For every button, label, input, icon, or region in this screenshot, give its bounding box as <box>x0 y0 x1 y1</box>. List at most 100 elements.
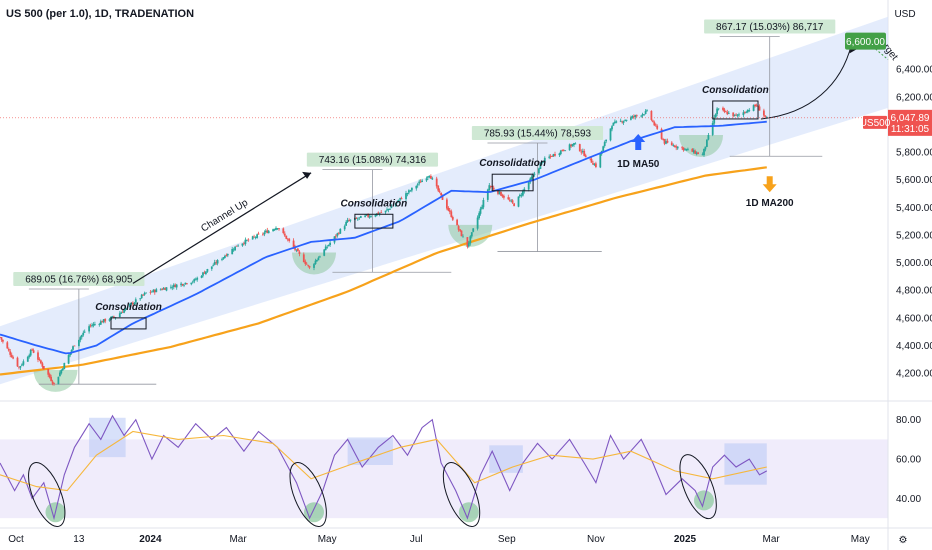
candle-body <box>387 208 390 210</box>
price-tick: 6,200.00 <box>896 92 932 103</box>
channel-arrow-line <box>132 172 312 284</box>
candle-body <box>79 337 82 341</box>
candle-body <box>703 148 705 156</box>
candle-body <box>748 110 751 111</box>
candle-body <box>19 366 22 368</box>
time-tick: Mar <box>763 534 781 545</box>
candle-body <box>425 178 428 181</box>
candle-body <box>257 233 260 235</box>
candle-body <box>205 271 207 274</box>
candle-body <box>358 217 361 219</box>
measurement-lines: 689.05 (16.76%) 68,905 743.16 (15.08%) 74… <box>13 19 836 385</box>
candle-body <box>184 282 187 284</box>
candle-body <box>573 143 575 145</box>
candle-body <box>7 348 10 351</box>
candle-body <box>711 123 714 135</box>
candle-body <box>159 289 162 291</box>
candle-body <box>377 212 380 215</box>
candle-body <box>416 184 419 186</box>
candle-body <box>440 192 442 196</box>
candle-body <box>194 279 197 281</box>
candle-body <box>482 200 485 208</box>
ma50-arrow <box>631 133 646 150</box>
candle-body <box>181 284 184 286</box>
candle-body <box>183 284 185 286</box>
candle-body <box>323 249 326 256</box>
candle-body <box>396 201 399 203</box>
candle-body <box>264 230 267 232</box>
candle-body <box>673 145 676 147</box>
candle-body <box>12 357 14 359</box>
candle-body <box>418 181 421 184</box>
candle-body <box>622 121 625 123</box>
candle-body <box>190 282 193 285</box>
candle-body <box>400 198 403 200</box>
candle-body <box>706 139 708 147</box>
candle-body <box>123 309 125 313</box>
candle-body <box>275 227 277 230</box>
candle-body <box>599 153 602 168</box>
candle-body <box>203 272 206 274</box>
rsi-highlight-2 <box>489 445 523 473</box>
candle-body <box>111 316 114 317</box>
candle-body <box>164 288 166 290</box>
candle-body <box>663 139 666 144</box>
candle-body <box>564 150 567 152</box>
candle-body <box>50 376 52 381</box>
candle-body <box>60 369 63 374</box>
candle-body <box>692 150 695 153</box>
price-axis[interactable]: 4,200.00 4,400.00 4,600.00 4,800.00 5,000.00… <box>0 65 932 505</box>
measure-label-3: 867.17 (15.03%) 86,717 <box>716 22 824 33</box>
candle-body <box>635 115 638 117</box>
candle-body <box>583 150 586 156</box>
candle-body <box>133 302 136 305</box>
rsi-lines <box>0 414 768 521</box>
candle-body <box>500 192 502 196</box>
candle-body <box>21 364 23 366</box>
candle-body <box>755 105 758 107</box>
candle-body <box>367 214 369 217</box>
candle-body <box>386 209 388 211</box>
candle-body <box>676 146 679 149</box>
target-value-bg <box>845 32 886 50</box>
candle-body <box>9 351 12 355</box>
candle-body <box>394 203 397 207</box>
time-axis[interactable]: Oct 13 2024 Mar May Jul Sep Nov 2025 Mar May ⚙ <box>0 527 932 548</box>
candle-body <box>726 112 729 115</box>
candle-body <box>32 350 35 353</box>
price-bottom-0 <box>33 369 78 392</box>
price-tick: 5,200.00 <box>896 230 932 241</box>
candle-body <box>717 108 720 110</box>
candle-body <box>561 149 564 151</box>
candle-body <box>343 226 346 230</box>
candle-body <box>196 277 199 280</box>
measure-label-bg-1 <box>306 152 439 167</box>
candle-body <box>53 383 55 384</box>
candle-body <box>304 261 307 264</box>
consolidation-label-3: Consolidation <box>702 85 769 96</box>
settings-button[interactable] <box>890 530 916 548</box>
candle-body <box>497 189 499 194</box>
consolidation-box-1 <box>354 213 394 229</box>
candle-body <box>619 120 622 122</box>
candle-body <box>670 142 673 146</box>
candle-body <box>654 124 657 126</box>
candle-body <box>466 237 469 247</box>
candle-body <box>72 346 74 350</box>
candle-body <box>662 139 664 140</box>
candle-body <box>231 249 234 255</box>
candle-body <box>764 115 767 117</box>
candle-body <box>130 303 133 305</box>
candle-body <box>725 111 727 113</box>
price-tick: 4,200.00 <box>896 369 932 380</box>
time-tick: Oct <box>8 534 24 545</box>
candle-body <box>467 242 470 247</box>
candle-body <box>691 148 694 152</box>
channel-arrow-head <box>302 171 312 179</box>
candle-body <box>727 112 730 114</box>
candle-body <box>69 352 71 356</box>
candle-body <box>687 148 689 150</box>
candle-body <box>666 140 669 143</box>
candle-body <box>551 156 553 157</box>
candle-body <box>63 363 66 370</box>
